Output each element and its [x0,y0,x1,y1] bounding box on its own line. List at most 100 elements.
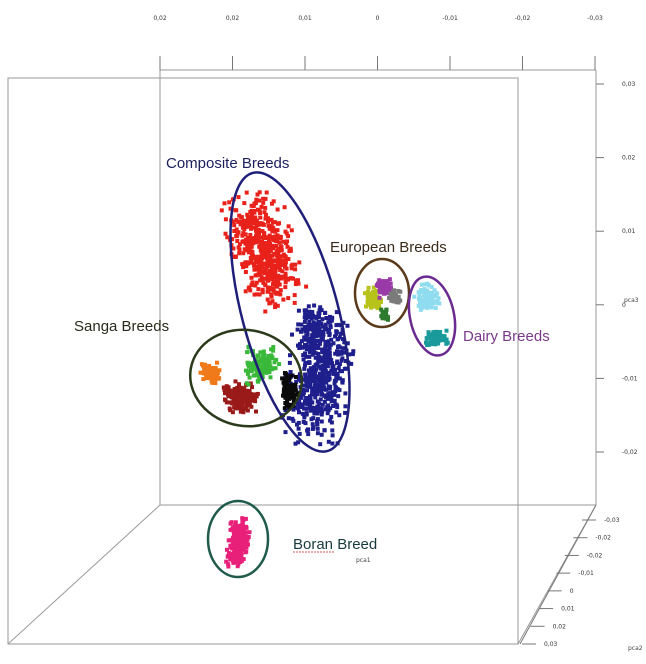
data-point [243,270,248,274]
data-point [240,225,245,230]
data-point [209,379,214,384]
data-point [319,419,324,424]
data-point [283,254,288,259]
data-point [256,234,261,239]
data-point [265,285,270,290]
data-point [305,332,310,337]
data-point [254,266,259,271]
data-point [291,276,295,281]
data-point [281,239,286,244]
data-point [303,378,308,383]
data-point [236,390,240,395]
depth-tick-label: -0,02 [587,552,603,559]
data-point [241,410,246,415]
data-point [263,216,268,221]
data-point [274,276,279,281]
data-point [309,344,314,349]
data-point [275,255,280,260]
data-point [303,343,307,347]
data-point [306,344,311,349]
data-point [249,251,254,256]
data-point [274,239,279,244]
data-point [256,379,261,384]
data-point [236,540,241,545]
data-point [266,223,271,228]
data-point [253,240,258,245]
data-point [302,406,306,411]
data-point [268,375,273,380]
data-point [315,386,320,391]
data-point [373,296,378,301]
data-point [248,288,253,293]
data-point [429,292,434,297]
data-point [232,395,237,400]
data-point [249,244,254,249]
label-boran-breed: Boran Breed [293,536,377,553]
data-point [293,375,298,379]
data-point [271,345,276,349]
data-point [263,268,267,273]
data-point [250,212,254,217]
data-point [425,343,430,348]
data-point [292,395,297,400]
data-point [275,280,280,285]
data-point [304,376,309,381]
data-point [277,234,282,239]
data-point [277,240,282,245]
data-point [257,263,262,268]
data-point [313,351,318,356]
data-point [314,330,319,335]
data-point [283,271,288,276]
data-point [251,225,256,230]
data-point [245,212,250,217]
data-point [321,371,326,376]
data-point [317,339,322,344]
data-point [253,255,258,260]
data-point [232,542,237,547]
data-point [417,294,422,299]
data-point [328,323,333,328]
data-point [249,203,254,208]
data-point [437,301,442,306]
data-point [302,315,307,320]
data-point [320,337,325,342]
data-point [432,288,437,293]
data-point [288,246,293,251]
data-point [247,375,252,380]
data-point [278,268,283,273]
data-point [340,380,345,385]
data-point [318,358,323,363]
data-point [378,300,383,305]
data-point [284,241,288,245]
data-point [306,432,311,437]
data-point [398,298,403,303]
data-point [264,190,269,195]
data-point [392,296,396,301]
data-point [298,393,303,398]
data-point [254,222,259,227]
data-point [321,358,326,363]
data-point [323,322,328,327]
depth-tick-label: 0,03 [544,641,558,648]
data-point [323,345,328,350]
data-point [293,282,298,287]
data-point [288,276,293,281]
data-point [265,259,270,264]
data-point [290,332,294,337]
right-tick-label: -0,01 [622,375,638,382]
data-point [303,361,308,366]
data-point [246,217,251,222]
data-point [271,238,276,243]
data-point [283,280,288,285]
data-point [343,404,348,409]
data-point [238,556,243,561]
data-point [373,289,378,294]
data-point [336,345,340,350]
data-point [250,216,255,221]
data-point [221,385,226,390]
data-point [297,372,302,377]
data-point [266,252,271,257]
data-point [241,265,246,270]
data-point [280,269,285,274]
data-point [254,226,259,231]
